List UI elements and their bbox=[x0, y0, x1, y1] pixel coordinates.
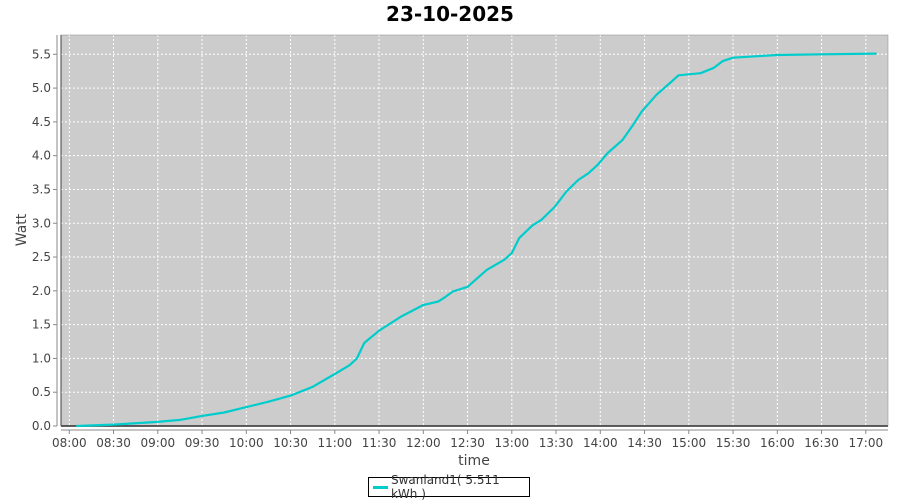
data-point bbox=[75, 425, 78, 427]
data-point bbox=[606, 152, 609, 154]
x-tick-label: 08:30 bbox=[96, 436, 131, 450]
x-tick-label: 12:00 bbox=[406, 436, 441, 450]
x-tick-label: 09:00 bbox=[141, 436, 176, 450]
data-point bbox=[721, 60, 724, 62]
data-point bbox=[596, 164, 599, 166]
y-tick-label: 2.5 bbox=[32, 250, 51, 264]
data-point bbox=[553, 206, 556, 208]
y-tick-label: 5.0 bbox=[32, 81, 51, 95]
data-point bbox=[444, 296, 447, 298]
data-point bbox=[485, 269, 488, 271]
data-point bbox=[699, 72, 702, 75]
x-tick-label: 10:00 bbox=[229, 436, 264, 450]
data-point bbox=[640, 110, 643, 113]
y-tick-label: 2.0 bbox=[32, 284, 51, 298]
data-point bbox=[754, 55, 756, 58]
y-tick-label: 0.5 bbox=[32, 385, 51, 399]
data-point bbox=[289, 394, 292, 397]
y-tick-label: 4.5 bbox=[32, 115, 51, 129]
data-point bbox=[157, 421, 159, 423]
x-tick-label: 14:30 bbox=[627, 436, 662, 450]
data-point bbox=[452, 290, 454, 293]
data-point bbox=[577, 179, 579, 181]
x-tick-label: 17:00 bbox=[849, 436, 884, 450]
legend: Swanland1( 5.511 kWh ) bbox=[368, 473, 530, 501]
data-point bbox=[179, 419, 181, 421]
x-tick-label: 13:30 bbox=[539, 436, 574, 450]
data-point bbox=[348, 364, 351, 366]
x-tick-label: 08:00 bbox=[52, 436, 87, 450]
data-point bbox=[400, 315, 402, 318]
data-point bbox=[621, 139, 624, 141]
chart-title: 23-10-2025 bbox=[386, 2, 514, 26]
data-point bbox=[437, 300, 439, 303]
data-point bbox=[713, 67, 715, 69]
data-point bbox=[531, 224, 534, 227]
data-point bbox=[466, 285, 469, 288]
legend-swatch bbox=[373, 485, 388, 489]
data-point bbox=[311, 386, 314, 388]
data-point bbox=[503, 258, 506, 261]
data-point bbox=[378, 329, 380, 332]
data-point bbox=[201, 415, 203, 417]
data-point bbox=[677, 74, 680, 77]
data-point bbox=[334, 373, 336, 375]
x-tick-label: 09:30 bbox=[185, 436, 220, 450]
data-point bbox=[245, 406, 248, 408]
data-point bbox=[587, 172, 590, 175]
x-tick-label: 12:30 bbox=[450, 436, 485, 450]
y-tick-label: 0.0 bbox=[32, 419, 51, 433]
y-tick-label: 3.5 bbox=[32, 182, 51, 196]
x-tick-label: 13:00 bbox=[495, 436, 530, 450]
y-axis-label: Watt bbox=[14, 213, 30, 246]
x-tick-label: 11:30 bbox=[362, 436, 397, 450]
data-point bbox=[112, 423, 115, 426]
x-tick-label: 15:30 bbox=[716, 436, 751, 450]
data-point bbox=[565, 190, 568, 193]
y-tick-label: 3.0 bbox=[32, 216, 51, 230]
x-axis-label: time bbox=[458, 453, 490, 469]
y-tick-label: 5.5 bbox=[32, 47, 51, 61]
plot-area bbox=[61, 35, 888, 426]
y-tick-label: 1.5 bbox=[32, 318, 51, 332]
data-point bbox=[540, 219, 543, 221]
data-point bbox=[655, 94, 658, 96]
data-point bbox=[776, 54, 779, 56]
data-point bbox=[511, 252, 513, 254]
plot-border bbox=[60, 34, 889, 427]
data-point bbox=[363, 342, 366, 344]
data-point bbox=[356, 357, 358, 360]
data-point bbox=[631, 124, 634, 127]
data-point bbox=[518, 237, 520, 239]
y-tick-label: 1.0 bbox=[32, 351, 51, 365]
x-tick-label: 14:00 bbox=[583, 436, 618, 450]
data-point bbox=[820, 53, 823, 56]
data-point bbox=[670, 81, 672, 83]
x-tick-label: 15:00 bbox=[672, 436, 707, 450]
x-tick-label: 16:30 bbox=[804, 436, 839, 450]
data-point bbox=[732, 56, 734, 59]
data-point bbox=[267, 400, 270, 403]
legend-label: Swanland1( 5.511 kWh ) bbox=[390, 473, 500, 501]
data-point bbox=[223, 411, 225, 414]
data-point bbox=[422, 304, 425, 306]
x-tick-label: 11:00 bbox=[318, 436, 353, 450]
x-tick-label: 10:30 bbox=[273, 436, 308, 450]
y-tick-label: 4.0 bbox=[32, 149, 51, 163]
x-tick-label: 16:00 bbox=[760, 436, 795, 450]
data-point bbox=[875, 52, 877, 55]
